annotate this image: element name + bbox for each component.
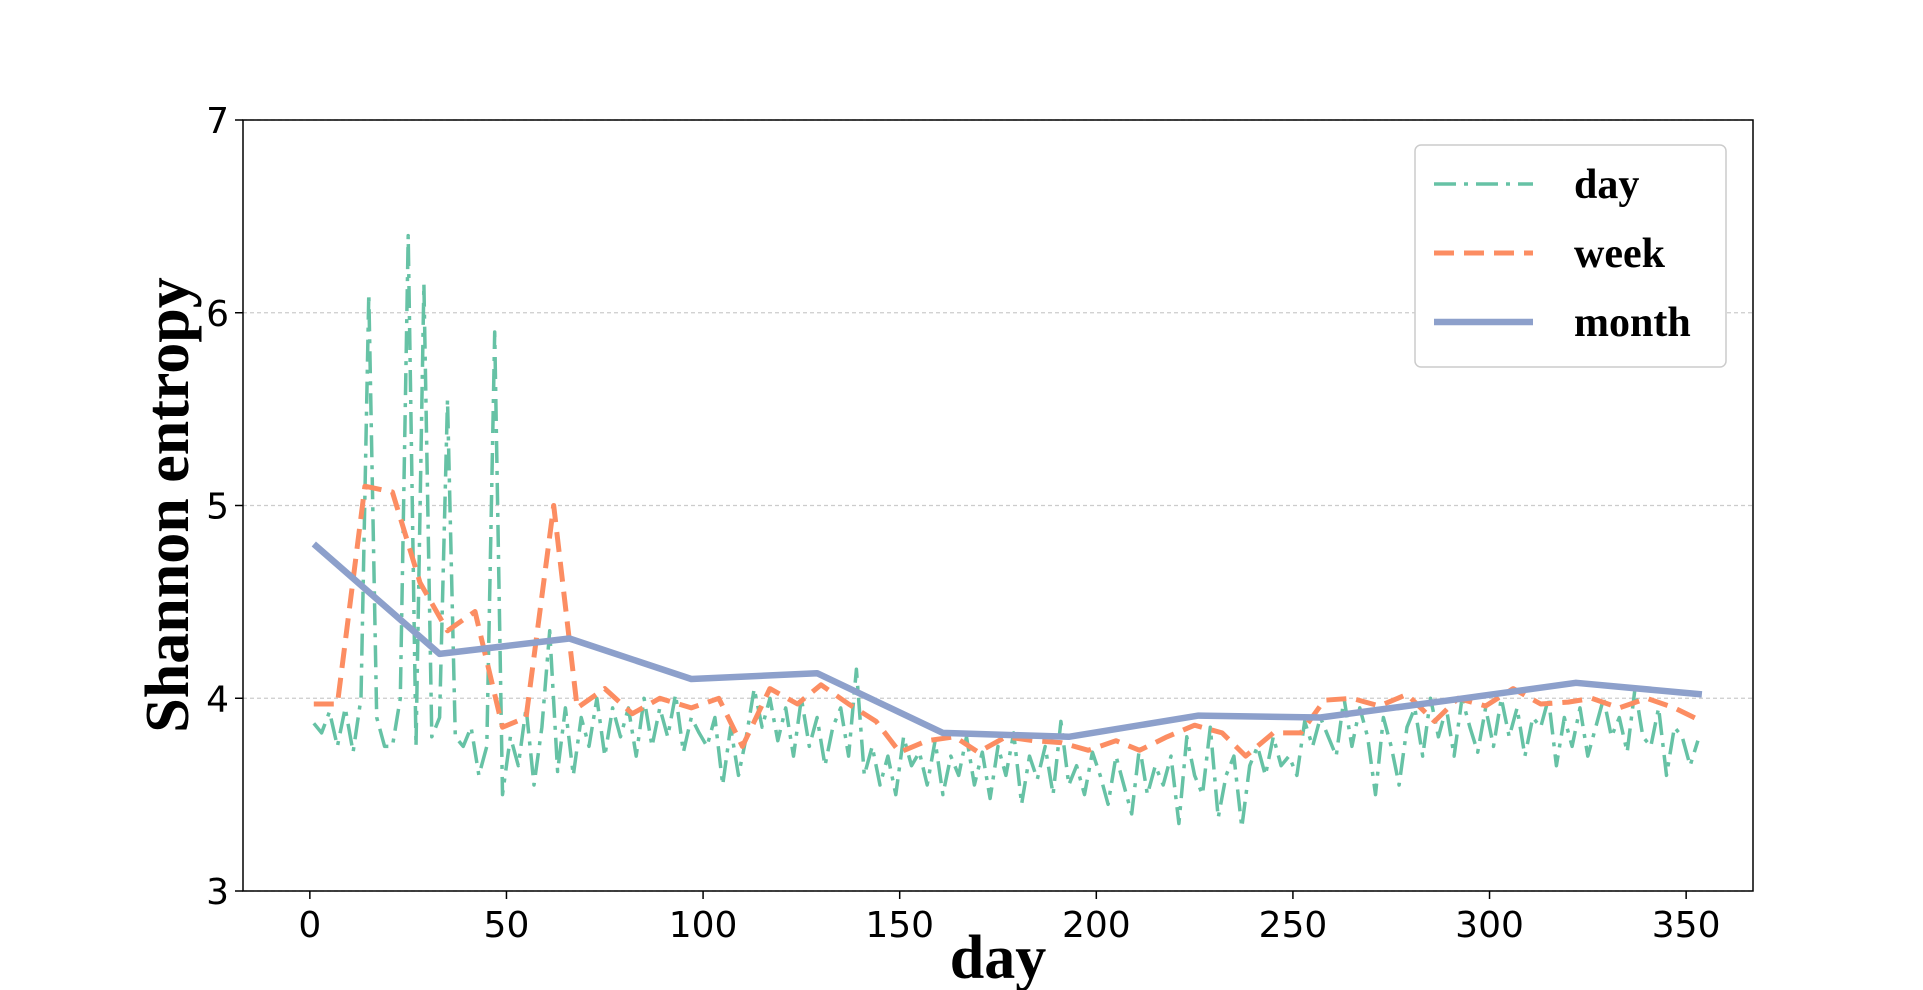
x-axis-label: day [950, 924, 1046, 990]
x-tick-label: 50 [484, 905, 530, 946]
legend-label: day [1574, 162, 1639, 208]
x-tick-label: 300 [1455, 905, 1524, 946]
x-tick-label: 350 [1652, 905, 1721, 946]
y-tick-label: 4 [206, 679, 229, 720]
x-tick-label: 150 [865, 905, 934, 946]
legend-label: month [1574, 300, 1691, 346]
y-axis-label: Shannon entropy [134, 277, 202, 732]
plot-frame [242, 119, 1754, 892]
y-tick-label: 7 [206, 101, 229, 142]
line-week [313, 483, 1704, 759]
x-tick-label: 100 [669, 905, 738, 946]
y-tick-label: 6 [206, 294, 229, 335]
x-tick-label: 250 [1259, 905, 1328, 946]
line-month [311, 541, 1703, 741]
y-tick-label: 3 [206, 872, 229, 913]
line-day [312, 233, 1700, 830]
y-tick-label: 5 [206, 487, 229, 528]
x-tick-label: 0 [298, 905, 321, 946]
legend-label: week [1574, 231, 1666, 277]
legend: day week month [1414, 144, 1727, 368]
x-tick-label: 200 [1062, 905, 1131, 946]
legend-box [1414, 144, 1727, 368]
